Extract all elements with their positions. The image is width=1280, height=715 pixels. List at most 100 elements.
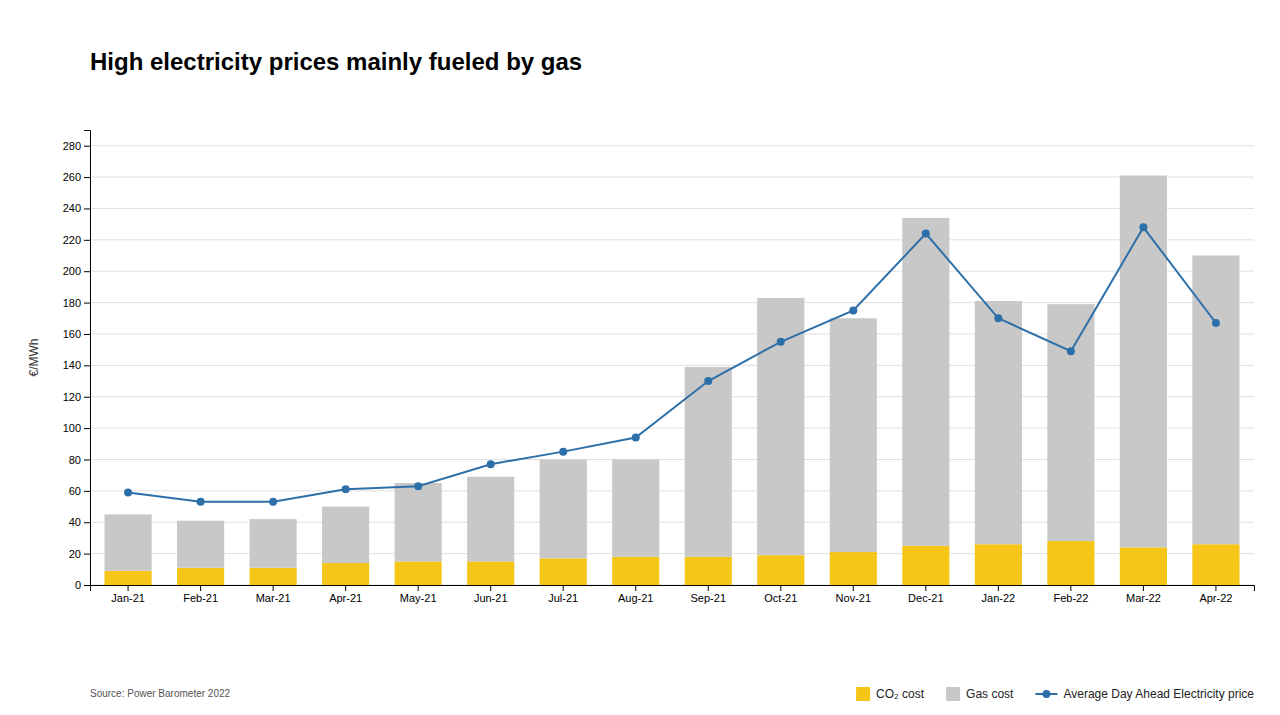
grid-line xyxy=(90,145,1254,146)
legend-label: Average Day Ahead Electricity price xyxy=(1063,687,1254,701)
x-tick-label: Sep-21 xyxy=(691,592,726,604)
x-tick-label: Apr-21 xyxy=(329,592,362,604)
y-tick: 280 xyxy=(63,140,90,152)
y-tick-mark xyxy=(84,491,90,492)
x-tick: Jan-21 xyxy=(111,585,145,604)
x-tick-mark xyxy=(998,585,999,591)
x-tick-label: Mar-21 xyxy=(256,592,291,604)
x-tick-label: May-21 xyxy=(400,592,437,604)
y-tick-label: 280 xyxy=(63,140,81,152)
x-tick-label: Nov-21 xyxy=(836,592,871,604)
marker xyxy=(994,314,1002,322)
grid xyxy=(90,146,1254,585)
bar xyxy=(757,298,804,555)
y-tick-label: 0 xyxy=(75,579,81,591)
bar xyxy=(467,477,514,562)
x-tick-label: Feb-22 xyxy=(1053,592,1088,604)
source: Source: Power Barometer 2022 xyxy=(90,688,231,699)
legend-swatch xyxy=(946,687,960,701)
bar xyxy=(757,555,804,585)
title: High electricity prices mainly fueled by… xyxy=(90,48,582,75)
x-tick-mark xyxy=(853,585,854,591)
bar xyxy=(975,301,1022,544)
x-tick-mark xyxy=(200,585,201,591)
grid-line xyxy=(90,177,1254,178)
x-tick: Apr-21 xyxy=(329,585,362,604)
legend-item: CO₂ cost xyxy=(856,687,925,701)
y-tick-mark xyxy=(84,428,90,429)
x-tick: Mar-21 xyxy=(256,585,291,604)
y-tick: 140 xyxy=(63,359,90,371)
x-tick-mark xyxy=(563,585,564,591)
x-tick-mark xyxy=(1143,585,1144,591)
y-tick: 120 xyxy=(63,391,90,403)
bar xyxy=(1192,544,1239,585)
bar xyxy=(250,519,297,568)
legend-swatch xyxy=(856,687,870,701)
y-tick-label: 240 xyxy=(63,202,81,214)
y-tick-mark xyxy=(84,146,90,147)
y-tick: 200 xyxy=(63,265,90,277)
x-tick-mark xyxy=(780,585,781,591)
y-axis-title: €/MWh xyxy=(27,338,41,376)
grid-line xyxy=(90,271,1254,272)
y-tick: 240 xyxy=(63,202,90,214)
x-tick: Feb-21 xyxy=(183,585,218,604)
marker xyxy=(197,498,205,506)
x-tick-mark xyxy=(345,585,346,591)
y-tick-mark xyxy=(84,365,90,366)
marker xyxy=(414,482,422,490)
x-tick: Nov-21 xyxy=(836,585,871,604)
bar xyxy=(902,546,949,585)
bar xyxy=(685,557,732,585)
x-tick-label: Jun-21 xyxy=(474,592,508,604)
x-tick-mark xyxy=(273,585,274,591)
y-tick: 160 xyxy=(63,328,90,340)
x-tick-label: Jul-21 xyxy=(548,592,578,604)
marker xyxy=(269,498,277,506)
y-tick: 180 xyxy=(63,297,90,309)
y-tick-label: 220 xyxy=(63,234,81,246)
x-axis: Jan-21 Feb-21 Mar-21 Apr-21 May-21 Jun-21 Jul-… xyxy=(91,585,1255,604)
x-tick-mark xyxy=(925,585,926,591)
y-tick-label: 40 xyxy=(69,516,81,528)
x-tick-label: Feb-21 xyxy=(183,592,218,604)
y-tick-label: 260 xyxy=(63,171,81,183)
x-tick-mark xyxy=(1070,585,1071,591)
y-tick-mark xyxy=(84,334,90,335)
x-tick-mark xyxy=(418,585,419,591)
y-tick-mark xyxy=(84,303,90,304)
marker xyxy=(487,460,495,468)
legend-item: Gas cost xyxy=(946,687,1014,701)
y-tick: 260 xyxy=(63,171,90,183)
bar xyxy=(467,561,514,585)
x-axis-line xyxy=(91,586,1255,592)
bar xyxy=(612,459,659,556)
x-tick: Dec-21 xyxy=(908,585,943,604)
marks xyxy=(105,176,1240,586)
grid-line xyxy=(90,302,1254,303)
bar xyxy=(830,552,877,585)
legend-marker xyxy=(1042,690,1050,698)
bar xyxy=(395,483,442,561)
bar xyxy=(1047,304,1094,541)
bar xyxy=(902,218,949,546)
bar-series xyxy=(105,176,1240,571)
y-tick-label: 180 xyxy=(63,297,81,309)
bar xyxy=(1120,176,1167,548)
x-tick: Jan-22 xyxy=(982,585,1016,604)
bar xyxy=(1047,541,1094,585)
y-tick: 40 xyxy=(69,516,90,528)
y-tick-mark xyxy=(84,208,90,209)
y-tick-label: 140 xyxy=(63,359,81,371)
x-tick-mark xyxy=(635,585,636,591)
bar xyxy=(540,459,587,558)
bar xyxy=(395,561,442,585)
line xyxy=(128,227,1216,502)
x-tick: Sep-21 xyxy=(691,585,726,604)
x-tick: Mar-22 xyxy=(1126,585,1161,604)
y-tick-mark xyxy=(84,397,90,398)
marker xyxy=(342,485,350,493)
bar xyxy=(830,318,877,552)
x-tick-label: Mar-22 xyxy=(1126,592,1161,604)
